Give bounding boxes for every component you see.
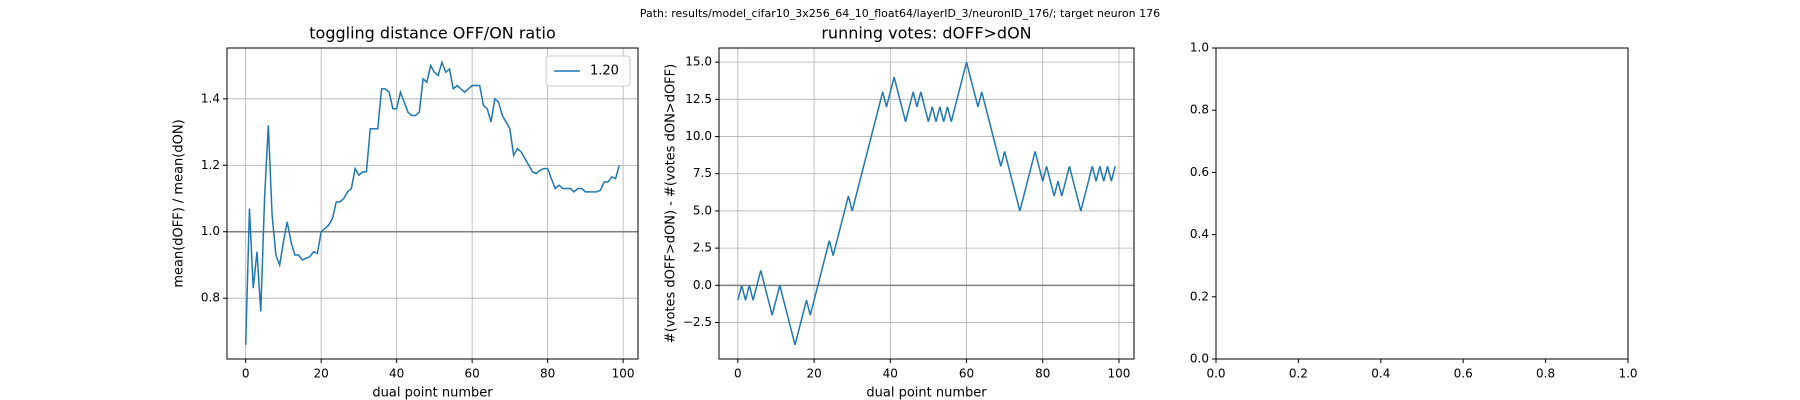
x-tick-label: 100 bbox=[612, 367, 635, 381]
x-tick-label: 0 bbox=[242, 367, 250, 381]
x-tick-label: 20 bbox=[806, 367, 821, 381]
y-tick-label: 1.4 bbox=[201, 91, 220, 105]
y-axis-label: mean(dOFF) / mean(dON) bbox=[172, 119, 187, 287]
axes-frame bbox=[718, 47, 1135, 360]
x-tick-label: 0.8 bbox=[1536, 367, 1555, 381]
x-axis-label: dual point number bbox=[372, 386, 493, 400]
y-tick-label: −2.5 bbox=[683, 315, 712, 329]
y-tick-label: 0.8 bbox=[1190, 103, 1209, 117]
y-tick-label: 0.4 bbox=[1190, 227, 1209, 241]
y-tick-label: 0.2 bbox=[1190, 289, 1209, 303]
x-tick-label: 0.4 bbox=[1371, 367, 1390, 381]
y-tick-label: 1.0 bbox=[201, 224, 220, 238]
series-line bbox=[244, 59, 621, 345]
x-tick-label: 80 bbox=[540, 367, 555, 381]
x-axis-label: dual point number bbox=[866, 386, 987, 400]
x-tick-label: 40 bbox=[389, 367, 404, 381]
y-tick-label: 0.0 bbox=[1190, 352, 1209, 366]
legend-label: 1.20 bbox=[590, 64, 619, 79]
axes: 0.0 0.2 0.4 0.6 0.8 1.0 0.0 0.2 0.4 0.6 0.8 1.0 bbox=[1190, 41, 1638, 381]
x-tick-label: 1.0 bbox=[1618, 367, 1637, 381]
y-tick-label: 5.0 bbox=[693, 203, 712, 217]
x-tick-label: 80 bbox=[1035, 367, 1050, 381]
axes-title: toggling distance OFF/ON ratio bbox=[309, 24, 555, 43]
x-tick-label: 0.0 bbox=[1206, 367, 1225, 381]
y-tick-label: 0.8 bbox=[201, 291, 220, 305]
suptitle: Path: results/model_cifar10_3x256_64_10_… bbox=[640, 7, 1160, 20]
axes: 0 20 40 60 80 100 −2.5 0.0 2.5 5.0 7.5 10.0 12.5 15.0… bbox=[664, 24, 1135, 400]
y-tick-label: 15.0 bbox=[685, 55, 712, 69]
x-tick-label: 0.6 bbox=[1454, 367, 1473, 381]
y-axis-label: #(votes dOFF>dON) - #(votes dON>dOFF) bbox=[664, 64, 679, 343]
y-tick-label: 0.6 bbox=[1190, 165, 1209, 179]
x-tick-label: 0.2 bbox=[1289, 367, 1308, 381]
y-tick-label: 2.5 bbox=[693, 241, 712, 255]
y-tick-label: 1.2 bbox=[201, 158, 220, 172]
y-tick-label: 12.5 bbox=[685, 92, 712, 106]
axes-frame bbox=[1215, 47, 1629, 360]
x-tick-label: 100 bbox=[1107, 367, 1130, 381]
y-tick-label: 0.0 bbox=[693, 278, 712, 292]
axes-frame bbox=[226, 47, 639, 360]
x-tick-label: 20 bbox=[314, 367, 329, 381]
y-tick-label: 10.0 bbox=[685, 129, 712, 143]
series-line bbox=[737, 61, 1116, 346]
x-tick-label: 40 bbox=[883, 367, 898, 381]
y-tick-label: 1.0 bbox=[1190, 41, 1209, 55]
axes: 0 20 40 60 80 100 0.8 1.0 1.2 1.4 toggling distanc… bbox=[172, 24, 639, 400]
legend-box bbox=[545, 55, 631, 87]
x-tick-label: 60 bbox=[959, 367, 974, 381]
axes-title: running votes: dOFF>dON bbox=[821, 24, 1031, 43]
x-tick-label: 60 bbox=[464, 367, 479, 381]
y-tick-label: 7.5 bbox=[693, 166, 712, 180]
x-tick-label: 0 bbox=[734, 367, 742, 381]
